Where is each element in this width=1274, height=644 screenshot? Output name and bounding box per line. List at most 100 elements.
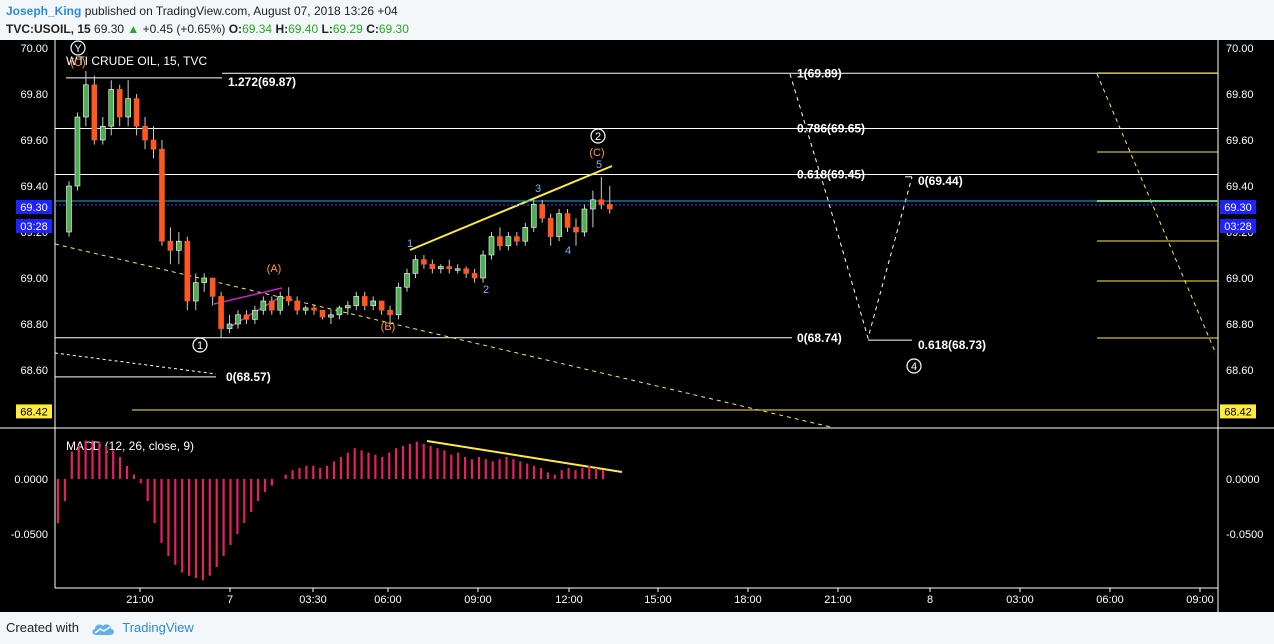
candle-body[interactable] xyxy=(606,204,613,210)
y-tick-label-right: 69.80 xyxy=(1226,89,1254,101)
candle-body[interactable] xyxy=(302,307,309,311)
candle-body[interactable] xyxy=(564,213,571,228)
candle-body[interactable] xyxy=(539,204,546,219)
candle-body[interactable] xyxy=(370,300,377,306)
candle-body[interactable] xyxy=(277,296,284,311)
candle-body[interactable] xyxy=(353,296,360,306)
candle-body[interactable] xyxy=(497,236,503,247)
candle-body[interactable] xyxy=(319,309,326,318)
candle-body[interactable] xyxy=(133,98,140,127)
publish-info: published on TradingView.com, August 07,… xyxy=(84,4,398,18)
candle-body[interactable] xyxy=(421,259,427,265)
candle-body[interactable] xyxy=(252,309,258,320)
projected-wave-path[interactable] xyxy=(789,73,913,340)
candle-body[interactable] xyxy=(581,208,588,233)
y-tick-label-left: 69.80 xyxy=(20,89,48,101)
candle-body[interactable] xyxy=(66,185,72,233)
candle-body[interactable] xyxy=(547,217,554,237)
low-value: 69.29 xyxy=(332,22,363,36)
price-chart-svg[interactable]: WTI CRUDE OIL, 15, TVC MACD (12, 26, clo… xyxy=(0,40,1274,612)
open-value: 69.34 xyxy=(242,22,273,36)
candle-body[interactable] xyxy=(294,300,300,311)
candle-body[interactable] xyxy=(590,199,596,210)
y-tick-label-right: 68.80 xyxy=(1226,319,1254,331)
candle-body[interactable] xyxy=(108,89,115,127)
wave-label: 1 xyxy=(197,340,203,352)
right-dashed-line[interactable] xyxy=(1096,73,1217,355)
wedge-upper-line[interactable] xyxy=(213,287,283,305)
downtrend-dashed-line[interactable] xyxy=(54,243,836,429)
candle-body[interactable] xyxy=(328,314,334,318)
candle-body[interactable] xyxy=(192,282,199,302)
macd-divergence-line[interactable] xyxy=(426,440,623,473)
wave-label: 3 xyxy=(535,183,541,195)
wave-circle xyxy=(906,358,922,374)
candle-body[interactable] xyxy=(218,296,224,329)
candle-body[interactable] xyxy=(243,314,250,320)
candle-body[interactable] xyxy=(209,277,216,297)
wave-label: 5 xyxy=(596,159,602,171)
candle-body[interactable] xyxy=(184,240,191,302)
candle-body[interactable] xyxy=(91,84,98,141)
candle-body[interactable] xyxy=(480,254,486,279)
tradingview-link[interactable]: TradingView xyxy=(122,620,194,635)
y-tick-label-left: 70.00 xyxy=(20,43,48,55)
candle-body[interactable] xyxy=(404,273,410,288)
candle-body[interactable] xyxy=(514,236,520,242)
candle-body[interactable] xyxy=(83,84,89,118)
chart-area[interactable]: WTI CRUDE OIL, 15, TVC MACD (12, 26, clo… xyxy=(0,40,1274,612)
candle-body[interactable] xyxy=(573,227,579,233)
candle-body[interactable] xyxy=(446,266,453,270)
high-value: 69.40 xyxy=(288,22,319,36)
candle-body[interactable] xyxy=(395,286,402,316)
candle-body[interactable] xyxy=(387,309,393,316)
candle-body[interactable] xyxy=(150,139,157,150)
candle-body[interactable] xyxy=(167,240,174,251)
candle-body[interactable] xyxy=(100,125,106,141)
candle-body[interactable] xyxy=(522,227,529,242)
candle-body[interactable] xyxy=(471,273,478,279)
candle-body[interactable] xyxy=(361,296,368,306)
candle-body[interactable] xyxy=(556,213,562,237)
candle-body[interactable] xyxy=(116,89,123,118)
candle-body[interactable] xyxy=(74,116,81,187)
candle-body[interactable] xyxy=(530,204,537,228)
candle-body[interactable] xyxy=(412,259,419,274)
candle-body[interactable] xyxy=(598,199,605,205)
candle-body[interactable] xyxy=(201,277,207,283)
candle-body[interactable] xyxy=(268,300,275,311)
candle-body[interactable] xyxy=(454,268,461,271)
chart-header: Joseph_King published on TradingView.com… xyxy=(0,0,1274,40)
y-tick-label-left: 69.40 xyxy=(20,181,48,193)
candle-body[interactable] xyxy=(429,263,436,270)
y-tick-label-right: 68.60 xyxy=(1226,365,1254,377)
candle-body[interactable] xyxy=(336,307,343,316)
rising-trend-line[interactable] xyxy=(409,165,613,251)
candle-body[interactable] xyxy=(260,300,267,311)
price-badge-right xyxy=(1220,200,1256,214)
candle-body[interactable] xyxy=(142,125,148,141)
candle-body[interactable] xyxy=(311,307,317,311)
candle-body[interactable] xyxy=(437,266,444,270)
macd-tick-label-left: -0.0500 xyxy=(11,529,48,541)
candle-body[interactable] xyxy=(488,236,495,256)
author-link[interactable]: Joseph_King xyxy=(6,4,82,18)
candle-body[interactable] xyxy=(285,296,292,302)
white-dashed-line[interactable] xyxy=(54,352,217,375)
candle-body[interactable] xyxy=(505,236,512,247)
wave-label: (A) xyxy=(267,263,282,275)
candle-body[interactable] xyxy=(176,240,182,251)
high-label: H: xyxy=(275,22,289,36)
candle-body[interactable] xyxy=(235,314,241,325)
candle-body[interactable] xyxy=(378,300,385,311)
candle-body[interactable] xyxy=(345,305,351,309)
price-badge-left xyxy=(16,219,52,233)
candle-body[interactable] xyxy=(159,148,165,242)
price-badge-label: 03:28 xyxy=(1224,221,1252,233)
close-value: 69.30 xyxy=(378,22,409,36)
x-tick-label: 06:00 xyxy=(374,594,402,606)
candle-body[interactable] xyxy=(226,323,233,329)
price-badge-right xyxy=(1220,404,1256,419)
candle-body[interactable] xyxy=(463,268,469,274)
candle-body[interactable] xyxy=(125,98,131,118)
